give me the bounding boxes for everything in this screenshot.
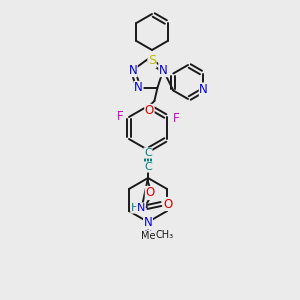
Text: N: N <box>137 203 145 213</box>
Text: N: N <box>134 81 143 94</box>
Text: F: F <box>117 110 123 122</box>
Text: C: C <box>144 162 152 172</box>
Text: H: H <box>131 203 139 213</box>
Text: N: N <box>159 64 168 76</box>
Text: N: N <box>144 215 152 229</box>
Text: N: N <box>128 64 137 76</box>
Text: N: N <box>199 83 208 96</box>
Text: C: C <box>144 148 152 158</box>
Text: O: O <box>164 197 172 211</box>
Text: Me: Me <box>141 231 155 241</box>
Text: N: N <box>144 230 152 240</box>
Text: O: O <box>145 104 154 117</box>
Text: S: S <box>148 55 156 68</box>
Text: CH₃: CH₃ <box>156 230 174 240</box>
Text: F: F <box>173 112 179 124</box>
Text: O: O <box>146 187 154 200</box>
